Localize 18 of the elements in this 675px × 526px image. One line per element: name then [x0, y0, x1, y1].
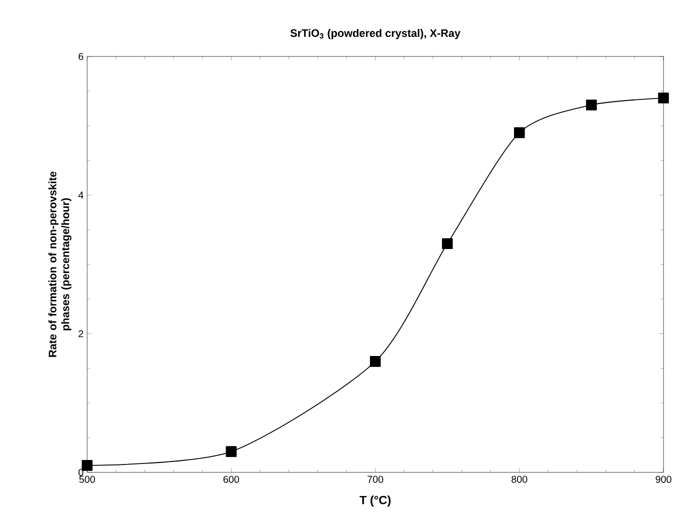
point [586, 100, 597, 110]
y-axis-title: Rate of formation of non-perovskite phases (percentage/hour) [48, 172, 72, 357]
x-tick-label: 700 [368, 476, 384, 483]
x-tick-label: 900 [656, 476, 672, 483]
x-tick-label: 500 [79, 476, 95, 483]
x-axis-title: T (°C) [360, 496, 391, 507]
point [514, 127, 525, 138]
chart-title: SrTiO$_{3}$ (powdered crystal), X-Ray [290, 29, 460, 40]
point [370, 356, 381, 367]
point [658, 92, 669, 104]
y-tick-label: 4 [78, 192, 84, 199]
y-tick-label: 2 [78, 330, 84, 338]
x-tick-label: 800 [512, 476, 528, 483]
x-tick-label: 600 [223, 476, 240, 483]
point [226, 446, 237, 458]
point [82, 460, 93, 471]
point [442, 238, 453, 250]
y-tick-label: 6 [78, 53, 84, 60]
